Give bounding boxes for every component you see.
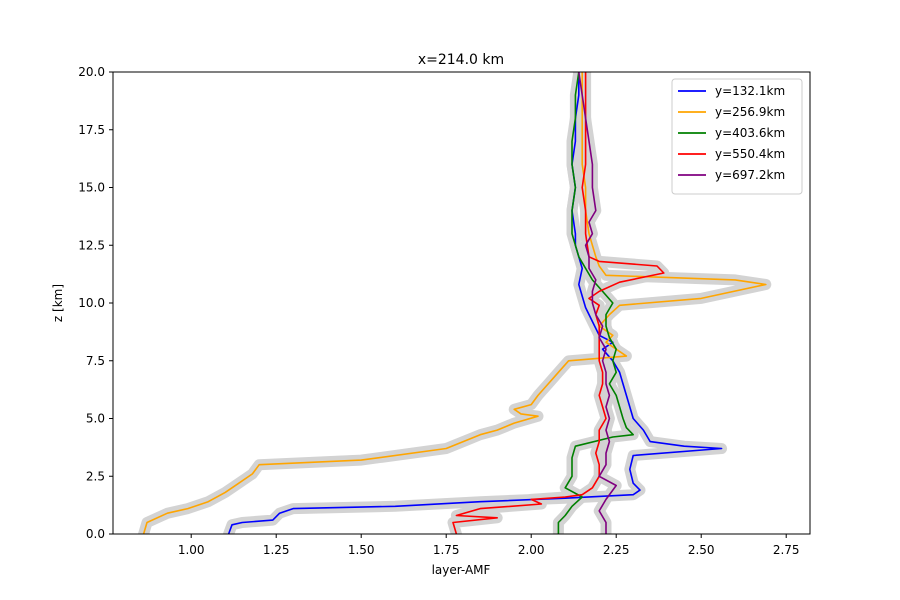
legend-label: y=550.4km — [715, 147, 785, 161]
y-tick-label: 17.5 — [78, 123, 105, 137]
x-tick-label: 1.00 — [178, 543, 205, 557]
y-tick-label: 12.5 — [78, 238, 105, 252]
legend: y=132.1km y=256.9km y=403.6km y=550.4km y=69… — [671, 78, 803, 195]
y-tick-label: 20.0 — [78, 65, 105, 79]
x-tick-label: 2.25 — [603, 543, 630, 557]
series-line-5 — [578, 72, 618, 534]
y-tick-label: 5.0 — [86, 412, 105, 426]
y-tick-label: 2.5 — [86, 469, 105, 483]
x-tick-label: 2.75 — [773, 543, 800, 557]
legend-box — [671, 78, 803, 195]
y-tick-label: 0.0 — [86, 527, 105, 541]
x-tick-label: 2.50 — [688, 543, 715, 557]
y-tick-label: 7.5 — [86, 354, 105, 368]
legend-label: y=403.6km — [715, 126, 785, 140]
x-axis-label: layer-AMF — [432, 563, 491, 577]
y-axis: 0.0 2.5 5.0 7.5 10.0 12.5 15.0 17.5 20.0 — [78, 65, 113, 541]
x-axis: 1.00 1.25 1.50 1.75 2.00 2.25 2.50 2.75 — [178, 534, 800, 557]
series-line-1 — [227, 72, 723, 534]
chart-title: x=214.0 km — [418, 52, 504, 68]
legend-label: y=256.9km — [715, 105, 785, 119]
x-tick-label: 1.25 — [263, 543, 290, 557]
x-tick-label: 1.50 — [348, 543, 375, 557]
series-lines — [142, 72, 767, 534]
y-tick-label: 15.0 — [78, 181, 105, 195]
series-line-3 — [557, 72, 635, 534]
legend-label: y=697.2km — [715, 168, 785, 182]
y-axis-label: z [km] — [51, 284, 65, 322]
x-tick-label: 1.75 — [433, 543, 460, 557]
y-tick-label: 10.0 — [78, 296, 105, 310]
x-tick-label: 2.00 — [518, 543, 545, 557]
series-line-4 — [452, 72, 665, 534]
legend-label: y=132.1km — [715, 84, 785, 98]
